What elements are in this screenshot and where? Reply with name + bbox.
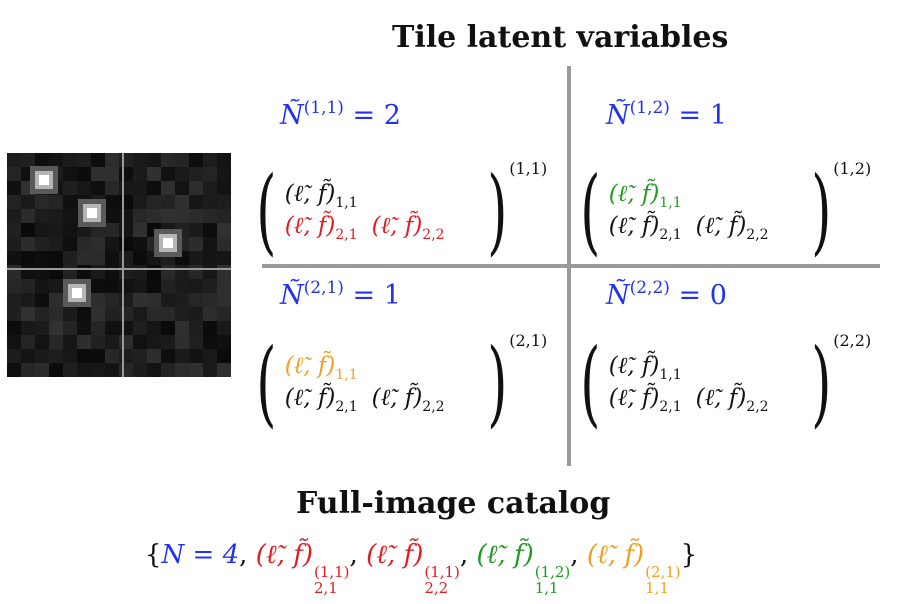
cell-subscript: 1,1 <box>659 367 682 383</box>
catalog-item: (ℓ̃, f̃) (1,1) 2,2 <box>366 540 460 597</box>
cell-subscript: 2,1 <box>659 227 682 243</box>
tile-count-1-1: Ñ(1,1) = 2 <box>280 98 401 131</box>
right-paren: ) <box>486 157 507 266</box>
tile-matrix-2-1: ( (ℓ̃, f̃)1,1 (ℓ̃, f̃)2,1 (ℓ̃, f̃)2,2 ) (… <box>248 329 547 438</box>
matrix-superscript: (2,1) <box>509 331 548 350</box>
tile-matrix-2-2: ( (ℓ̃, f̃)1,1 (ℓ̃, f̃)2,1 (ℓ̃, f̃)2,2 ) (… <box>572 329 871 438</box>
tile-cell: (ℓ̃, f̃)1,1 <box>284 353 358 383</box>
matrix-superscript: (1,2) <box>833 159 872 178</box>
right-paren: ) <box>486 329 507 438</box>
tile-cell: (ℓ̃, f̃)2,2 <box>371 213 445 243</box>
tile-cell: (ℓ̃, f̃)2,1 <box>284 213 358 243</box>
cell-subscript: 2,2 <box>422 399 445 415</box>
cell-subscript: 2,1 <box>659 399 682 415</box>
catalog-item: (ℓ̃, f̃) (1,1) 2,1 <box>255 540 350 597</box>
cell-subscript: 2,2 <box>746 227 769 243</box>
tile-cell: (ℓ̃, f̃)2,2 <box>695 385 769 415</box>
tile-count-1-2: Ñ(1,2) = 1 <box>606 98 727 131</box>
left-paren: ( <box>256 329 277 438</box>
tile-matrix-1-2: ( (ℓ̃, f̃)1,1 (ℓ̃, f̃)2,1 (ℓ̃, f̃)2,2 ) (… <box>572 157 871 266</box>
tile-cell: (ℓ̃, f̃)2,2 <box>695 213 769 243</box>
tile-cell: (ℓ̃, f̃)2,2 <box>371 385 445 415</box>
star <box>163 238 173 248</box>
tile-cell: (ℓ̃, f̃)2,1 <box>608 385 682 415</box>
cell-subscript: 1,1 <box>335 195 358 211</box>
left-paren: ( <box>580 157 601 266</box>
left-paren: ( <box>580 329 601 438</box>
tile-matrix-1-1: ( (ℓ̃, f̃)1,1 (ℓ̃, f̃)2,1 (ℓ̃, f̃)2,2 ) (… <box>248 157 547 266</box>
tile-count-2-1: Ñ(2,1) = 1 <box>280 278 401 311</box>
tile-cell: (ℓ̃, f̃)2,1 <box>284 385 358 415</box>
cell-subscript: 2,2 <box>422 227 445 243</box>
left-paren: ( <box>256 157 277 266</box>
cell-subscript: 2,2 <box>746 399 769 415</box>
tile-title: Tile latent variables <box>392 20 729 55</box>
tile-cell: (ℓ̃, f̃)1,1 <box>284 181 358 211</box>
catalog-item: (ℓ̃, f̃) (1,2) 1,1 <box>476 540 571 597</box>
catalog-formula: {N = 4, (ℓ̃, f̃) (1,1) 2,1, (ℓ̃, f̃) (1,1) 2… <box>145 540 698 597</box>
catalog-item: (ℓ̃, f̃) (2,1) 1,1 <box>586 540 681 597</box>
cell-subscript: 1,1 <box>335 367 358 383</box>
cell-subscript: 2,1 <box>335 227 358 243</box>
tile-cell: (ℓ̃, f̃)2,1 <box>608 213 682 243</box>
cell-subscript: 2,1 <box>335 399 358 415</box>
tile-count-2-2: Ñ(2,2) = 0 <box>606 278 727 311</box>
star <box>39 175 49 185</box>
matrix-superscript: (1,1) <box>509 159 548 178</box>
star <box>87 208 97 218</box>
matrix-superscript: (2,2) <box>833 331 872 350</box>
right-paren: ) <box>810 157 831 266</box>
star <box>72 288 82 298</box>
astronomical-image <box>7 153 231 377</box>
catalog-title: Full-image catalog <box>296 486 611 521</box>
cell-subscript: 1,1 <box>659 195 682 211</box>
tile-cell: (ℓ̃, f̃)1,1 <box>608 353 682 383</box>
right-paren: ) <box>810 329 831 438</box>
tile-divider-horizontal <box>262 264 880 268</box>
catalog-count: N = 4 <box>161 540 240 570</box>
tile-cell: (ℓ̃, f̃)1,1 <box>608 181 682 211</box>
